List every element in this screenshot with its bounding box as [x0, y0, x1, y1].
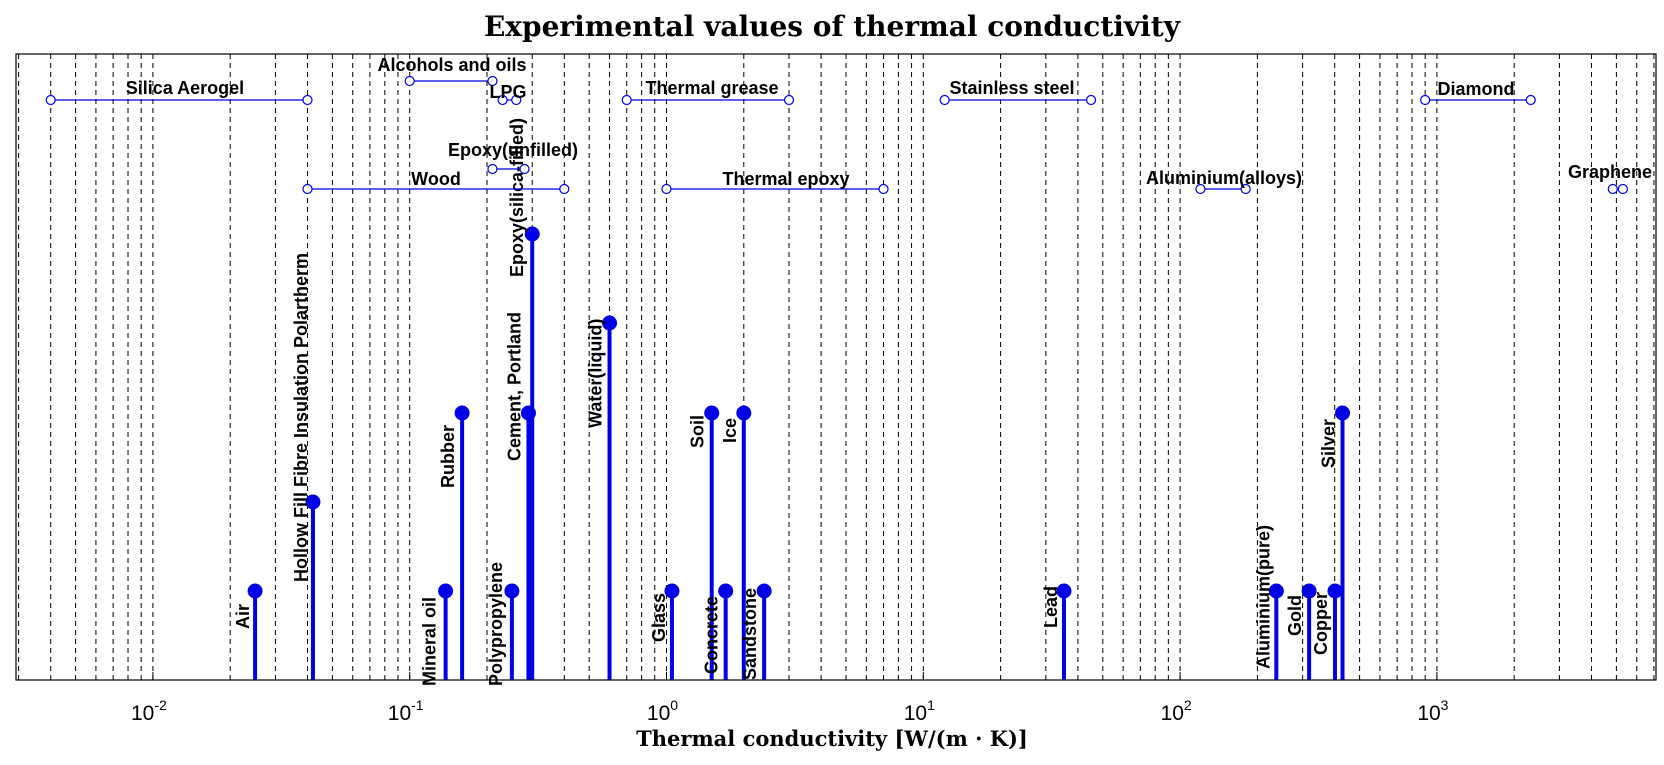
stem-marker — [524, 226, 540, 242]
stem-label: Glass — [649, 593, 669, 642]
stem-marker — [756, 583, 772, 599]
range-max-marker — [511, 94, 522, 106]
plot-frame — [15, 53, 1657, 681]
stem-marker — [736, 405, 752, 421]
range-max-marker — [1240, 183, 1251, 195]
range-label: Silica Aerogel — [126, 78, 244, 98]
x-axis-label: Thermal conductivity [W/(m · K)] — [636, 726, 1028, 751]
range-min-marker — [1607, 183, 1618, 195]
stem-label: Epoxy(silica-filled) — [507, 118, 527, 277]
stem-marker — [602, 315, 618, 331]
range-label: Wood — [411, 169, 461, 189]
stem-label: Rubber — [438, 425, 458, 488]
range-max-marker — [559, 183, 570, 195]
range-min-marker — [404, 75, 415, 87]
range-label: Stainless steel — [949, 78, 1074, 98]
stem-label: Aluminium(pure) — [1253, 525, 1273, 669]
stem-marker — [1335, 405, 1351, 421]
range-min-marker — [661, 183, 672, 195]
range-max-marker — [783, 94, 795, 106]
range-label: Alcohols and oils — [377, 55, 526, 75]
stem-label: Hollow Fill Fibre Insulation Polartherm — [291, 253, 311, 582]
stem-marker — [438, 583, 454, 599]
x-ticks: 10-2 10-1 100 101 102 103 — [131, 672, 1449, 725]
stem-label: Water(liquid) — [586, 319, 606, 428]
stem-label: Copper — [1311, 592, 1331, 655]
range-min-marker — [1195, 183, 1206, 195]
range-label: LPG — [489, 82, 526, 102]
range-min-marker — [497, 94, 508, 106]
x-tick-label: 10-2 — [131, 697, 167, 725]
stem-label: Sandstone — [740, 588, 760, 680]
range-min-marker — [487, 163, 498, 175]
range-max-marker — [1085, 94, 1097, 106]
stem-marker — [704, 405, 720, 421]
stem-marker — [454, 405, 470, 421]
x-tick-label: 102 — [1161, 697, 1192, 725]
range-max-marker — [878, 183, 889, 195]
ranges: Silica Aerogel Alcohols and oils LPG Therma… — [45, 55, 1652, 195]
range-max-marker — [1525, 94, 1536, 106]
range-label: Aluminium(alloys) — [1146, 168, 1302, 188]
x-tick-label: 103 — [1417, 697, 1448, 725]
range-min-marker — [45, 94, 56, 106]
x-tick-label: 100 — [647, 697, 678, 725]
stem-label: Mineral oil — [420, 597, 440, 686]
range-label: Thermal epoxy — [722, 169, 849, 189]
stem-marker — [305, 494, 321, 510]
stem-label: Polypropylene — [486, 562, 506, 686]
stem-label: Gold — [1285, 595, 1305, 636]
range-min-marker — [621, 94, 632, 106]
grid — [18, 54, 1655, 680]
stem-marker — [664, 583, 680, 599]
stems: Air Hollow Fill Fibre Insulation Polarthe… — [233, 118, 1351, 686]
range-max-marker — [302, 94, 313, 106]
range-min-marker — [302, 183, 313, 195]
stem-marker — [1268, 583, 1284, 599]
stem-label: Cement, Portland — [504, 312, 524, 461]
chart-title: Experimental values of thermal conductiv… — [484, 10, 1181, 43]
stem-label: Lead — [1041, 586, 1061, 628]
stem-label: Air — [233, 604, 253, 629]
range-min-marker — [1420, 94, 1431, 106]
range-label: Thermal grease — [645, 78, 778, 98]
stem-label: Silver — [1319, 419, 1339, 468]
x-tick-label: 101 — [904, 697, 935, 725]
stem-label: Soil — [688, 415, 708, 448]
stem-marker — [247, 583, 263, 599]
range-label: Epoxy(unfilled) — [448, 140, 578, 160]
range-label: Graphene — [1568, 162, 1652, 182]
x-tick-label: 10-1 — [388, 697, 424, 725]
range-min-marker — [939, 94, 950, 106]
range-label: Diamond — [1437, 79, 1514, 99]
stem-marker — [1056, 583, 1072, 599]
stem-marker — [504, 583, 520, 599]
stem-label: Concrete — [702, 596, 722, 674]
stem-marker — [718, 583, 734, 599]
range-max-marker — [519, 163, 530, 175]
range-max-marker — [487, 75, 498, 87]
stem-marker — [1301, 583, 1317, 599]
range-max-marker — [1617, 183, 1628, 195]
stem-label: Ice — [720, 418, 740, 443]
